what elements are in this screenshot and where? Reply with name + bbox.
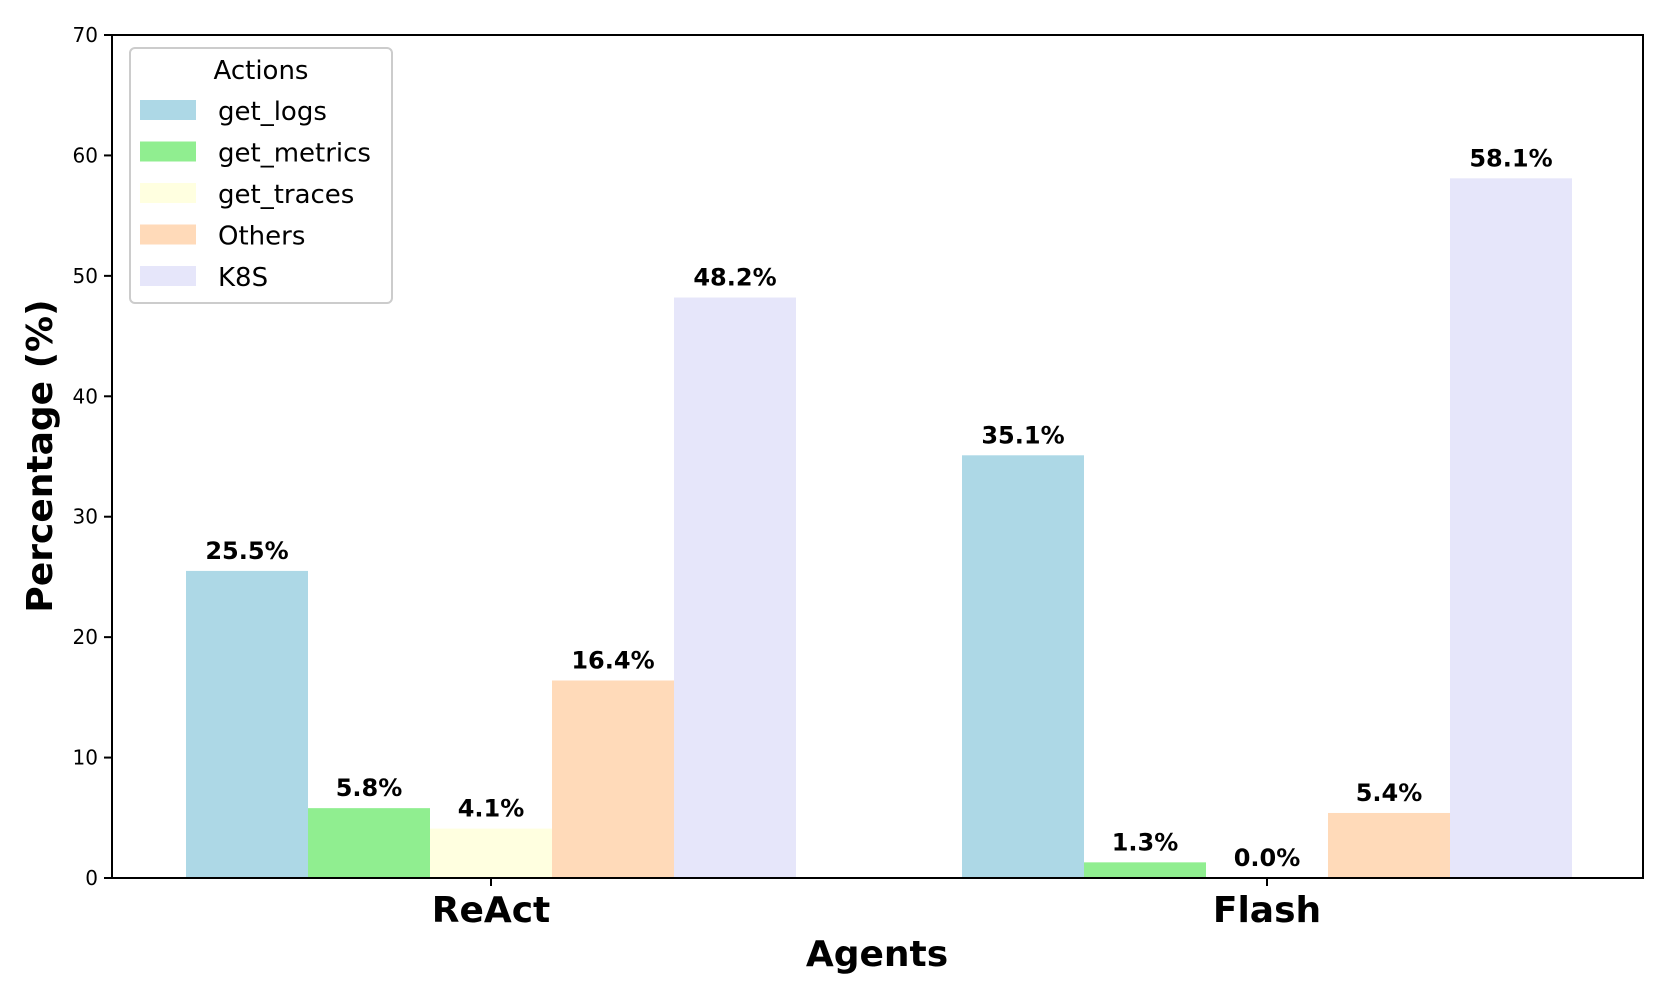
data-label-get_logs-Flash: 35.1% — [981, 421, 1064, 449]
legend-swatch-get_metrics — [140, 141, 196, 162]
y-tick-label: 30 — [73, 505, 98, 529]
data-label-get_metrics-ReAct: 5.8% — [336, 774, 403, 802]
y-tick-label: 20 — [73, 625, 98, 649]
y-tick-label: 50 — [73, 264, 98, 288]
data-labels-layer: 25.5% 35.1% 5.8% 1.3% 4.1% 0.0% 16.4% 5.4% 48.2%… — [205, 144, 1552, 872]
legend-swatch-get_logs — [140, 100, 196, 120]
y-tick-label: 40 — [73, 384, 98, 408]
legend-label-get_metrics: get_metrics — [218, 139, 371, 169]
bar-get_metrics-Flash — [1084, 862, 1206, 878]
legend-swatch-get_traces — [140, 183, 196, 203]
legend: Actions get_logs get_metrics get_traces Oth… — [129, 47, 393, 304]
y-tick-label: 10 — [73, 746, 98, 770]
bar-K8S-ReAct — [674, 297, 796, 878]
bar-get_logs-Flash — [962, 455, 1084, 878]
x-tick-label-ReAct: ReAct — [432, 890, 551, 931]
data-label-Others-ReAct: 16.4% — [571, 646, 654, 674]
y-tick-label: 70 — [73, 23, 98, 47]
bar-K8S-Flash — [1450, 178, 1572, 878]
legend-swatch-Others — [140, 224, 196, 245]
bar-get_traces-ReAct — [430, 828, 552, 878]
bar-Others-ReAct — [552, 680, 674, 878]
bar-get_metrics-ReAct — [308, 808, 430, 878]
x-tick-label-Flash: Flash — [1213, 890, 1321, 931]
y-tick-label: 60 — [73, 143, 98, 167]
legend-title: Actions — [214, 56, 309, 86]
plot-frame — [111, 34, 1644, 879]
bar-get_logs-ReAct — [186, 570, 308, 878]
legend-label-get_logs: get_logs — [218, 97, 327, 127]
legend-label-K8S: K8S — [218, 263, 268, 293]
legend-swatch-K8S — [140, 266, 196, 286]
bars-layer — [186, 178, 1572, 878]
y-axis-title: Percentage (%) — [20, 299, 61, 612]
data-label-get_metrics-Flash: 1.3% — [1112, 828, 1179, 856]
y-axis: 0 10 20 30 40 50 60 70 — [73, 23, 112, 890]
legend-label-get_traces: get_traces — [218, 180, 354, 210]
data-label-K8S-Flash: 58.1% — [1469, 144, 1552, 172]
y-tick-label: 0 — [85, 866, 98, 890]
x-axis-title: Agents — [806, 934, 948, 975]
data-label-K8S-ReAct: 48.2% — [693, 264, 776, 292]
data-label-get_traces-Flash: 0.0% — [1234, 844, 1301, 872]
bar-Others-Flash — [1328, 812, 1450, 878]
data-label-get_traces-ReAct: 4.1% — [458, 795, 525, 823]
data-label-Others-Flash: 5.4% — [1356, 779, 1423, 807]
data-label-get_logs-ReAct: 25.5% — [205, 537, 288, 565]
x-axis: ReAct Flash — [432, 878, 1321, 931]
legend-label-Others: Others — [218, 222, 305, 252]
